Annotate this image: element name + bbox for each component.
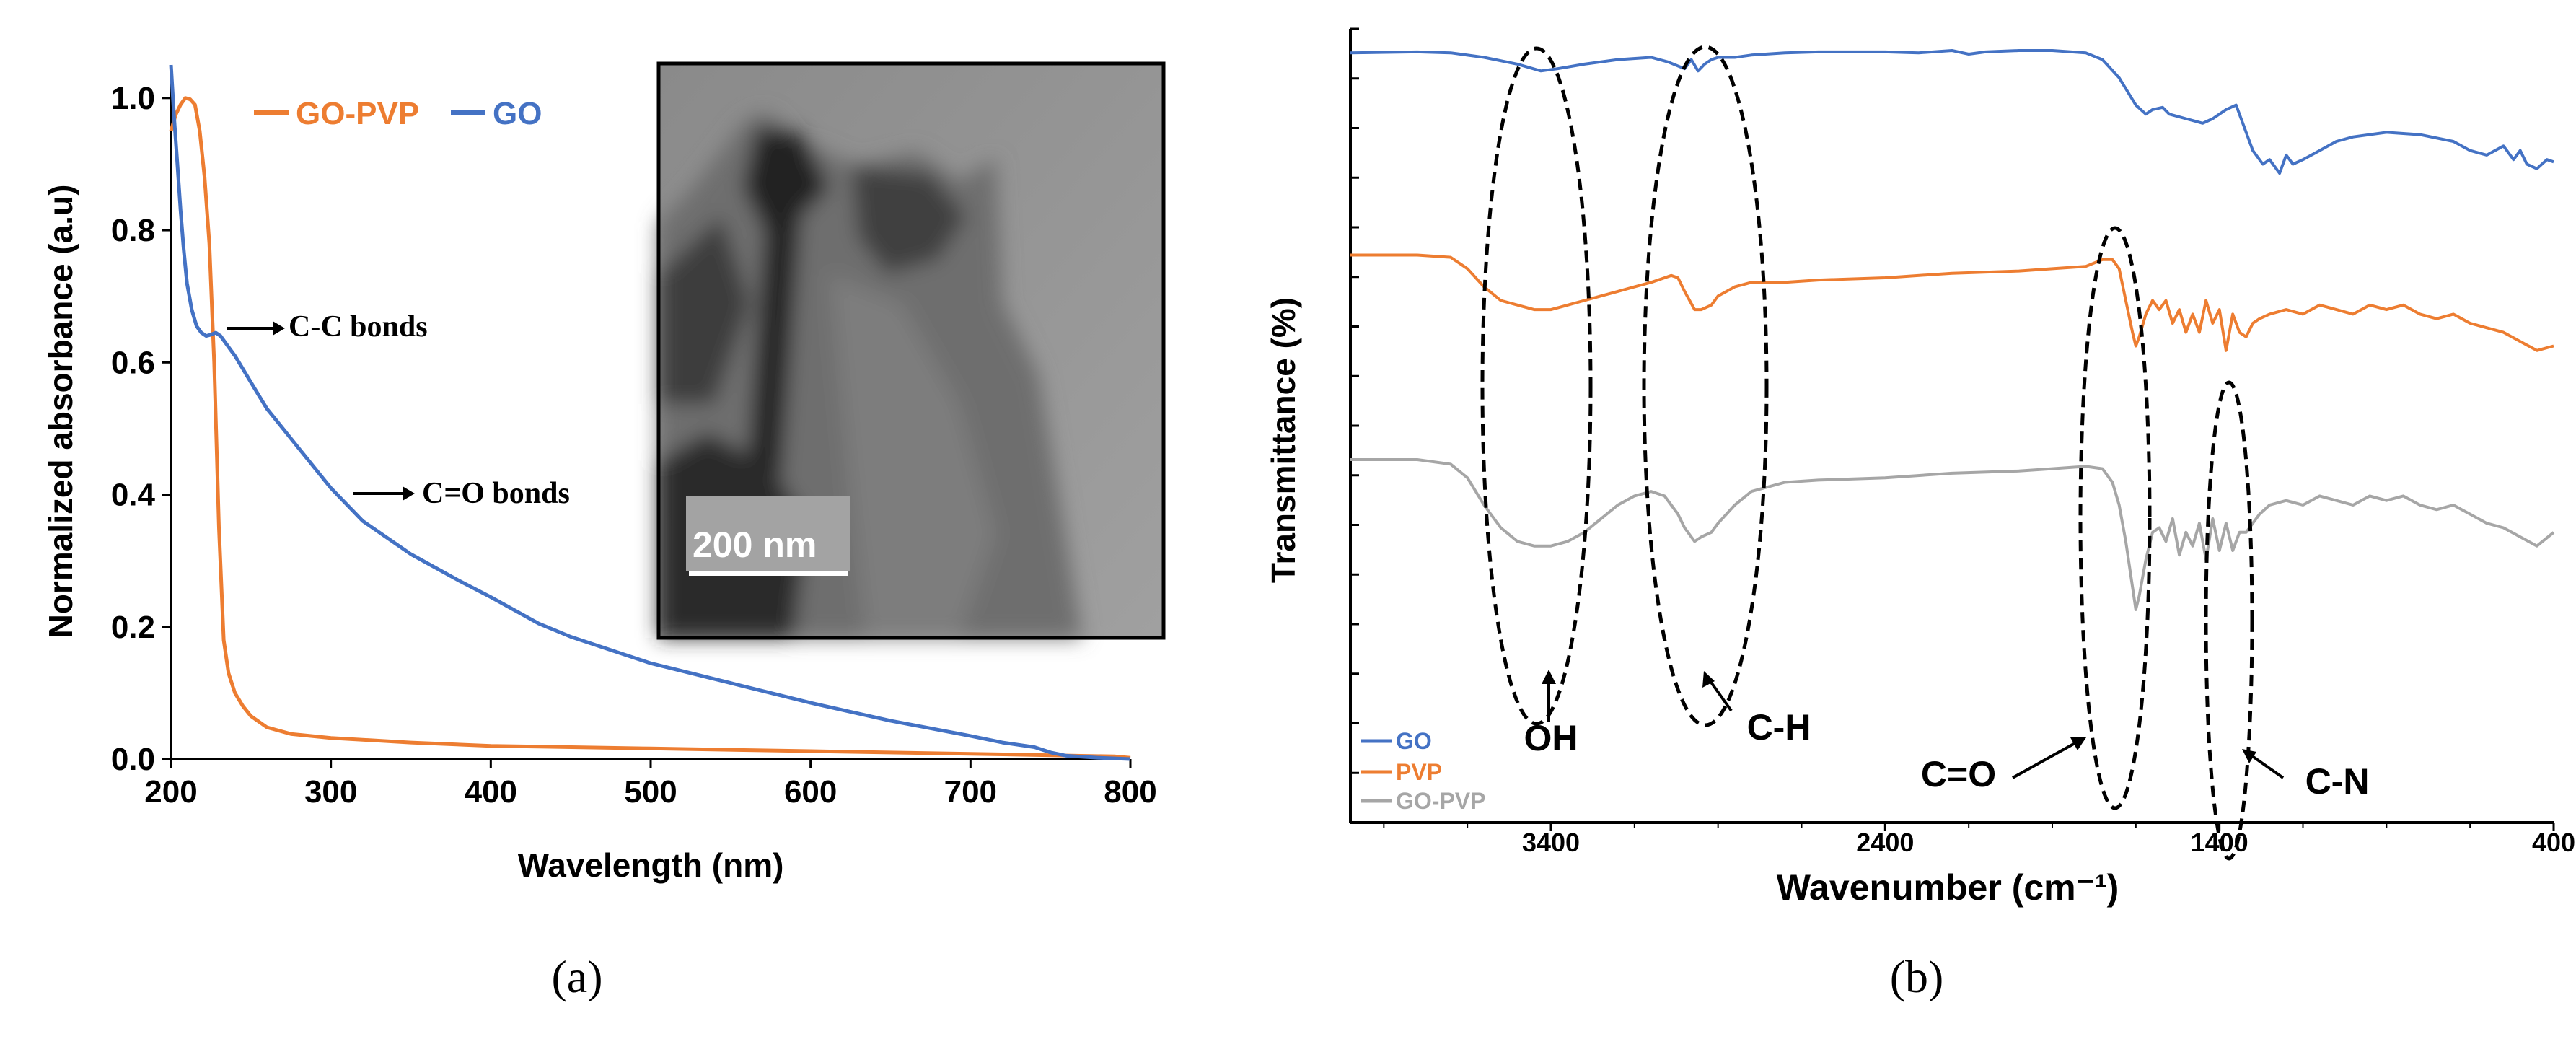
a-y-tick-label: 0.0 bbox=[111, 742, 155, 777]
cn-ellipse bbox=[2204, 380, 2254, 861]
cn-annotation: C-N bbox=[2305, 761, 2370, 802]
scale-bar-box bbox=[686, 496, 850, 571]
a-x-tick-label: 400 bbox=[465, 774, 517, 810]
b-x-axis-label: Wavenumber (cm⁻¹) bbox=[1777, 867, 2119, 908]
a-y-tick-label: 0.6 bbox=[111, 345, 155, 380]
ch-arrow-head bbox=[1702, 671, 1715, 688]
ftir-chart: 3400 2400 1400 400 Wavenumber (cm⁻¹) Transm… bbox=[1265, 27, 2575, 1002]
co-annotation: C=O bbox=[1921, 754, 1996, 794]
a-x-tick-label: 800 bbox=[1104, 774, 1156, 810]
ch-annotation: C-H bbox=[1747, 707, 1811, 748]
a-series-go bbox=[169, 64, 1131, 761]
co-arrow-head bbox=[403, 486, 415, 501]
scale-bar-line bbox=[689, 571, 848, 576]
oh-arrow-head bbox=[1542, 670, 1556, 684]
b-y-axis-label: Transmittance (%) bbox=[1265, 297, 1302, 583]
b-x-tick-label: 2400 bbox=[1856, 828, 1914, 857]
b-series-go bbox=[1350, 49, 2554, 175]
a-y-axis-label: Normalized absorbance (a.u) bbox=[42, 185, 79, 639]
b-x-tick-label: 400 bbox=[2532, 828, 2575, 857]
a-x-tick-label: 700 bbox=[944, 774, 997, 810]
b-series-go-pvp bbox=[1350, 458, 2555, 611]
caption-b: (b) bbox=[1890, 951, 1944, 1002]
co-arrow-shaft-b bbox=[2012, 740, 2078, 779]
b-legend: GO PVP GO-PVP bbox=[1361, 728, 1485, 814]
uv-vis-chart: 200 300 400 500 600 700 800 0.0 0.2 0.4 0.6 0.8 1.0… bbox=[42, 61, 1166, 1002]
oh-annotation: OH bbox=[1524, 718, 1578, 758]
b-x-tick-label: 3400 bbox=[1522, 828, 1580, 857]
co-ellipse bbox=[2078, 226, 2152, 810]
cn-arrow-head bbox=[2242, 749, 2256, 763]
legend-label-go: GO bbox=[493, 96, 542, 131]
a-x-tick-label: 200 bbox=[144, 774, 197, 810]
cn-arrow-shaft bbox=[2248, 753, 2285, 779]
ch-ellipse bbox=[1642, 45, 1769, 727]
legend-label-go-b: GO bbox=[1396, 728, 1432, 754]
a-x-tick-label: 300 bbox=[304, 774, 357, 810]
ch-arrow-shaft bbox=[1707, 677, 1733, 712]
a-y-tick-label: 0.4 bbox=[111, 478, 156, 513]
legend-label-go-pvp-b: GO-PVP bbox=[1396, 788, 1485, 814]
caption-a: (a) bbox=[551, 951, 602, 1002]
legend-label-go-pvp: GO-PVP bbox=[296, 96, 419, 131]
a-y-tick-label: 0.8 bbox=[111, 213, 155, 248]
b-peak-ellipses bbox=[1480, 45, 2254, 861]
scale-bar-label: 200 nm bbox=[693, 525, 817, 565]
legend-label-pvp: PVP bbox=[1396, 759, 1442, 785]
a-series-go-pvp bbox=[169, 96, 1131, 760]
cc-arrow-head bbox=[273, 321, 285, 336]
a-legend: GO-PVP GO bbox=[254, 96, 542, 131]
a-x-tick-label: 600 bbox=[784, 774, 837, 810]
co-bonds-annotation: C=O bonds bbox=[422, 477, 570, 510]
a-x-axis-label: Wavelength (nm) bbox=[518, 846, 784, 884]
b-series-pvp bbox=[1350, 253, 2554, 352]
tem-inset-image: 200 nm bbox=[656, 61, 1166, 640]
tem-frame bbox=[656, 61, 1166, 640]
co-arrow-head-b bbox=[2070, 737, 2086, 750]
a-y-tick-label: 0.2 bbox=[111, 610, 155, 645]
oh-ellipse bbox=[1480, 46, 1593, 726]
cc-bonds-annotation: C-C bonds bbox=[289, 310, 428, 343]
a-x-tick-label: 500 bbox=[624, 774, 677, 810]
a-y-tick-label: 1.0 bbox=[111, 81, 155, 116]
